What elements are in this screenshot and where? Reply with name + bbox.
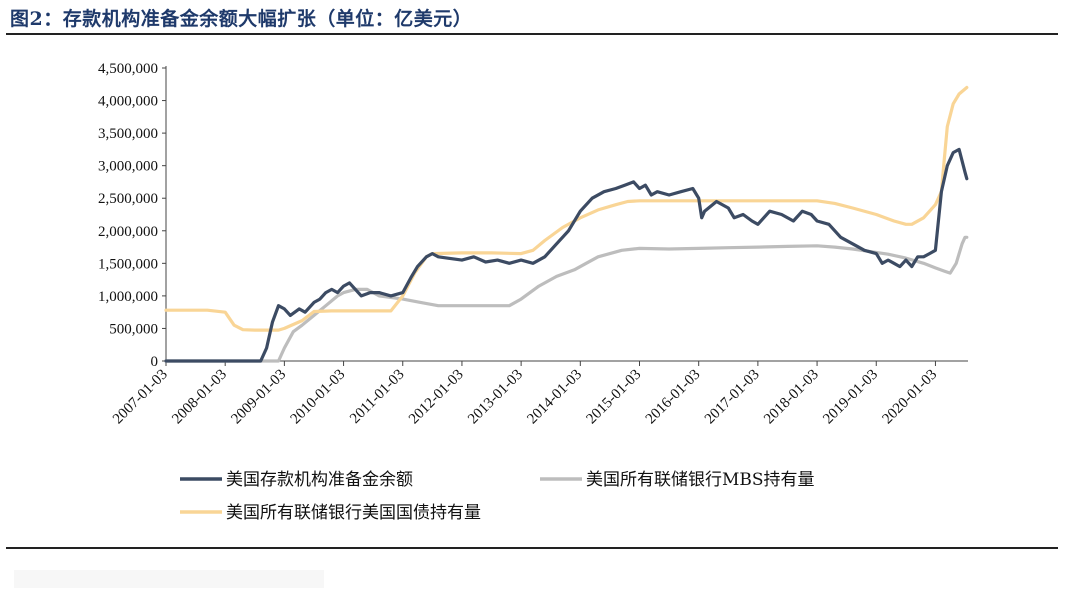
y-tick-label: 2,500,000 — [98, 191, 158, 207]
x-tick-label: 2016-01-03 — [643, 367, 704, 428]
x-tick-label: 2011-01-03 — [347, 367, 407, 427]
y-tick-label: 3,000,000 — [98, 159, 158, 175]
x-tick-label: 2007-01-03 — [110, 367, 171, 428]
legend-label-2: 美国所有联储银行美国国债持有量 — [226, 503, 481, 523]
y-tick-label: 1,500,000 — [98, 256, 158, 272]
y-tick-label: 4,000,000 — [98, 94, 158, 110]
legend-label-1: 美国所有联储银行MBS持有量 — [586, 470, 815, 490]
x-tick-label: 2010-01-03 — [288, 367, 349, 428]
bottom-rule — [6, 547, 1058, 549]
x-tick-label: 2020-01-03 — [879, 367, 940, 428]
y-tick-labels: 4,500,000 4,000,000 3,500,000 3,000,000 2,50… — [98, 61, 166, 370]
x-tick-label: 2009-01-03 — [228, 367, 289, 428]
chart-axes — [165, 66, 968, 362]
legend-label-0: 美国存款机构准备金余额 — [226, 470, 413, 490]
x-tick-label: 2013-01-03 — [465, 367, 526, 428]
x-tick-label: 2017-01-03 — [702, 367, 763, 428]
y-tick-label: 4,500,000 — [98, 61, 158, 77]
y-tick-label: 500,000 — [109, 321, 158, 337]
y-tick-label: 3,500,000 — [98, 126, 158, 142]
x-tick-label: 2008-01-03 — [169, 367, 230, 428]
series-line-2 — [164, 85, 969, 332]
y-tick-label: 2,000,000 — [98, 224, 158, 240]
series-lines — [164, 85, 969, 363]
x-tick-label: 2019-01-03 — [820, 367, 881, 428]
x-tick-labels: 2007-01-032008-01-032009-01-032010-01-03… — [110, 361, 940, 427]
top-rule — [6, 33, 1058, 35]
x-tick-label: 2014-01-03 — [524, 367, 585, 428]
x-tick-label: 2015-01-03 — [584, 367, 645, 428]
y-tick-label: 0 — [151, 354, 159, 370]
series-line-0 — [164, 147, 969, 363]
figure-title: 图2：存款机构准备金余额大幅扩张（单位：亿美元） — [10, 8, 473, 30]
faint-footer — [14, 570, 324, 588]
x-tick-label: 2018-01-03 — [761, 367, 822, 428]
series-line-1 — [164, 235, 969, 363]
y-tick-label: 1,000,000 — [98, 289, 158, 305]
x-tick-label: 2012-01-03 — [406, 367, 467, 428]
